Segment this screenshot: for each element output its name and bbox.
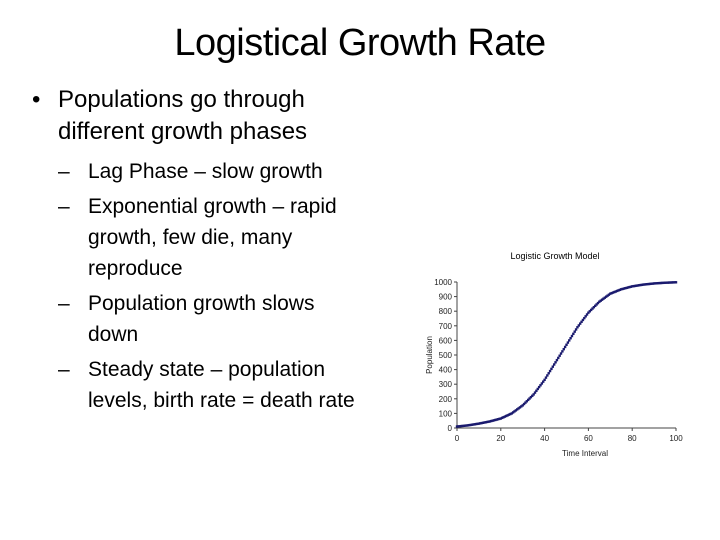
chart-title: Logistic Growth Model <box>510 251 599 261</box>
x-tick-label: 0 <box>455 434 460 443</box>
y-tick-label: 800 <box>439 307 453 316</box>
bullet-icon: • <box>32 86 41 113</box>
y-tick-label: 300 <box>439 380 453 389</box>
logistic-chart: Logistic Growth Model 010020030040050060… <box>425 251 683 458</box>
y-tick-label: 0 <box>448 424 453 433</box>
sub-bullet-slows: – Population growth slows down <box>28 288 428 350</box>
sub-bullet-lag: – Lag Phase – slow growth <box>28 156 428 187</box>
y-tick-label: 200 <box>439 395 453 404</box>
chart-axes: 0 100 200 300 400 500 600 700 800 900 1000 0 20 40 60 8… <box>434 278 683 443</box>
y-tick-label: 900 <box>439 293 453 302</box>
sub-bullet-exponential: – Exponential growth – rapid growth, few… <box>28 191 428 284</box>
data-series <box>455 281 678 428</box>
y-tick-label: 500 <box>439 351 453 360</box>
x-axis-label: Time Interval <box>562 449 608 458</box>
x-tick-label: 20 <box>496 434 505 443</box>
y-tick-label: 600 <box>439 336 453 345</box>
y-tick-label: 700 <box>439 322 453 331</box>
dash-icon: – <box>58 195 70 218</box>
y-axis-label: Population <box>425 336 434 374</box>
y-tick-label: 1000 <box>434 278 452 287</box>
y-tick-label: 400 <box>439 366 453 375</box>
dash-icon: – <box>58 292 70 315</box>
x-tick-label: 40 <box>540 434 549 443</box>
slide-title: Logistical Growth Rate <box>174 22 546 64</box>
y-tick-label: 100 <box>439 409 453 418</box>
x-tick-label: 60 <box>584 434 593 443</box>
dash-icon: – <box>58 160 70 183</box>
dash-icon: – <box>58 358 70 381</box>
x-tick-label: 100 <box>669 434 683 443</box>
x-tick-label: 80 <box>628 434 637 443</box>
sub-bullet-steady: – Steady state – population levels, birt… <box>28 354 428 416</box>
bullet-list: • Populations go through different growt… <box>28 84 428 420</box>
bullet-item: • Populations go through different growt… <box>32 86 308 145</box>
